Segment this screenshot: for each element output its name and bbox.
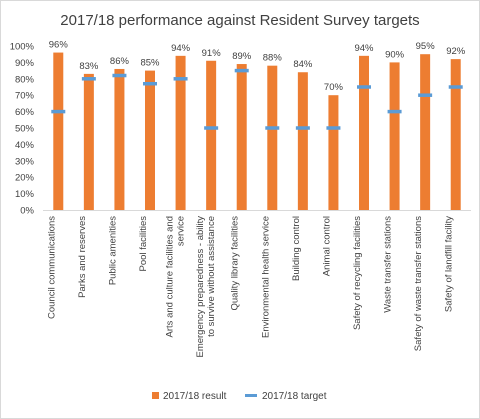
y-tick-label: 100% <box>10 42 35 53</box>
bar-series <box>53 52 461 211</box>
bar-value-label: 86% <box>110 56 130 67</box>
y-axis: 0% 10% 20% 30% 40% 50% 60% 70% 80% 90% 100% <box>10 42 35 217</box>
result-bar <box>206 60 217 211</box>
x-tick-label: Pool facilities <box>138 216 149 272</box>
bar-value-label: 88% <box>263 53 283 64</box>
legend-result-label: 2017/18 result <box>163 391 227 402</box>
bar-value-label: 91% <box>202 48 222 59</box>
y-tick-label: 10% <box>15 189 35 200</box>
y-tick-label: 30% <box>15 156 35 167</box>
result-bar <box>359 55 369 211</box>
data-labels: 96% 83% 86% 85% 94% 91% 89% 88% 84% 70% 94% 90% 95% 9… <box>49 40 466 94</box>
result-bar <box>267 65 278 211</box>
result-bar <box>328 95 339 210</box>
bar-value-label: 84% <box>293 59 313 70</box>
bar-value-label: 70% <box>324 82 344 93</box>
bar-value-label: 95% <box>416 41 436 52</box>
result-bar <box>53 52 64 211</box>
x-tick-label: Emergency preparedness - abilityto survi… <box>195 216 217 358</box>
legend-result-swatch <box>152 392 159 399</box>
y-tick-label: 80% <box>15 74 35 85</box>
x-tick-label: Building control <box>291 216 302 281</box>
bar-value-label: 96% <box>49 40 69 51</box>
result-bar <box>145 70 155 210</box>
x-tick-label: Public amenities <box>107 216 118 285</box>
x-tick-label: Safety of recycling facilities <box>352 216 363 330</box>
legend: 2017/18 result 2017/18 target <box>152 391 327 402</box>
bar-value-label: 89% <box>232 51 252 62</box>
bar-value-label: 94% <box>354 43 374 54</box>
result-bar <box>83 73 94 210</box>
x-tick-label: Quality library facilities <box>230 216 241 311</box>
y-tick-label: 0% <box>20 206 34 217</box>
x-tick-label: Waste transfer stations <box>383 216 394 313</box>
bar-value-label: 92% <box>446 46 466 57</box>
y-tick-label: 20% <box>15 173 35 184</box>
y-tick-label: 90% <box>15 58 35 69</box>
x-tick-label: Parks and reserves <box>77 216 88 298</box>
y-tick-label: 60% <box>15 107 35 118</box>
result-bar <box>175 55 186 211</box>
bar-value-label: 90% <box>385 49 405 60</box>
chart-title: 2017/18 performance against Resident Sur… <box>60 12 419 29</box>
x-tick-label: Animal control <box>321 216 332 276</box>
bar-value-label: 94% <box>171 43 191 54</box>
x-tick-label: Environmental health service <box>260 216 271 338</box>
y-tick-label: 40% <box>15 140 35 151</box>
x-axis: Council communications Parks and reserves… <box>43 210 471 358</box>
y-tick-label: 50% <box>15 124 35 135</box>
x-tick-label: Arts and culture facilities andservice <box>165 216 187 337</box>
result-bar <box>236 64 247 210</box>
target-series <box>51 68 463 130</box>
result-bar <box>389 62 400 211</box>
bar-value-label: 85% <box>140 58 160 69</box>
result-bar <box>450 59 461 211</box>
legend-target-label: 2017/18 target <box>262 391 327 402</box>
result-bar <box>297 72 308 211</box>
y-tick-label: 70% <box>15 91 35 102</box>
result-bar <box>420 54 431 211</box>
bar-value-label: 83% <box>79 61 99 72</box>
result-bar <box>114 68 125 211</box>
x-tick-label: Council communications <box>46 216 57 319</box>
x-tick-label: Safety of landfill facility <box>444 216 455 312</box>
x-tick-label: Safety of waste transfer stations <box>413 216 424 351</box>
